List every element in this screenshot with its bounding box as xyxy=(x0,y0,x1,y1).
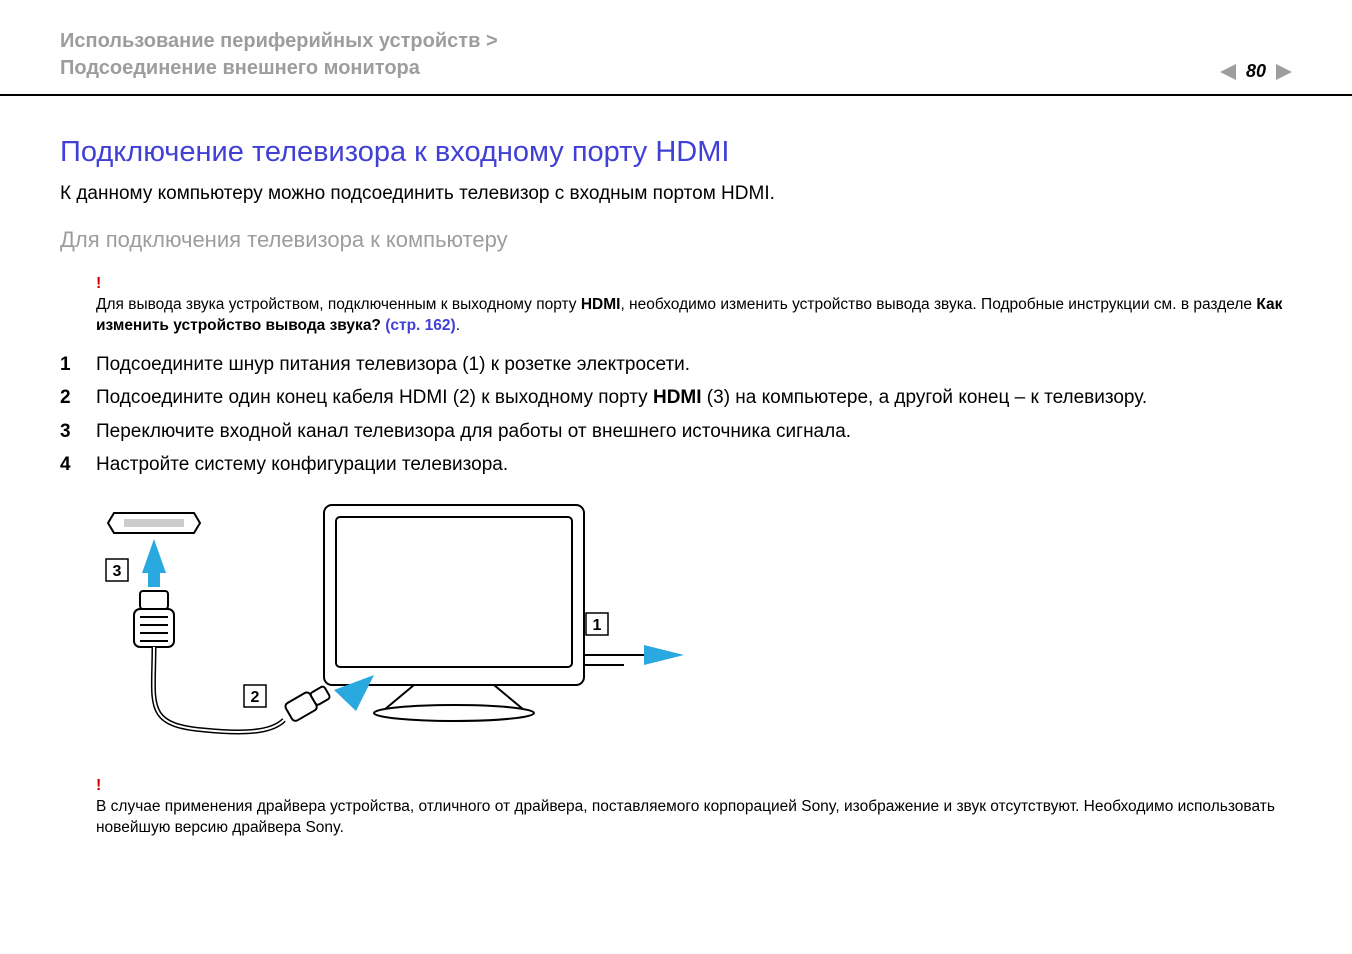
tv-connection-illustration: 1 3 xyxy=(84,495,1292,755)
breadcrumb-level-1: Использование периферийных устройств xyxy=(60,30,480,52)
step-2: 2Подсоедините один конец кабеля HDMI (2)… xyxy=(60,384,1292,412)
breadcrumb: Использование периферийных устройств > П… xyxy=(60,28,498,82)
step-1: 1Подсоедините шнур питания телевизора (1… xyxy=(60,351,1292,379)
callout-label-1: 1 xyxy=(593,617,602,634)
note-audio-output: ! Для вывода звука устройством, подключе… xyxy=(60,275,1292,337)
steps-list: 1Подсоедините шнур питания телевизора (1… xyxy=(60,351,1292,479)
step-3: 3Переключите входной канал телевизора дл… xyxy=(60,418,1292,446)
page-title: Подключение телевизора к входному порту … xyxy=(60,136,1292,169)
note-text: Для вывода звука устройством, подключенн… xyxy=(96,295,1292,337)
step-4: 4Настройте систему конфигурации телевизо… xyxy=(60,451,1292,479)
prev-page-arrow-icon[interactable] xyxy=(1220,64,1236,80)
page-number: 80 xyxy=(1246,61,1266,82)
next-page-arrow-icon[interactable] xyxy=(1276,64,1292,80)
page-link-162[interactable]: (стр. 162) xyxy=(381,317,456,334)
page-header: Использование периферийных устройств > П… xyxy=(0,0,1352,96)
warning-icon: ! xyxy=(96,777,1292,795)
callout-label-3: 3 xyxy=(113,563,122,580)
subtitle: Для подключения телевизора к компьютеру xyxy=(60,227,1292,253)
note-driver-warning: ! В случае применения драйвера устройств… xyxy=(60,777,1292,839)
page-nav: 80 xyxy=(1220,61,1292,82)
breadcrumb-level-2: Подсоединение внешнего монитора xyxy=(60,57,420,79)
note-text: В случае применения драйвера устройства,… xyxy=(96,797,1292,839)
page: Использование периферийных устройств > П… xyxy=(0,0,1352,954)
content-area: Подключение телевизора к входному порту … xyxy=(0,96,1352,839)
lead-text: К данному компьютеру можно подсоединить … xyxy=(60,183,1292,205)
chevron-right-icon: > xyxy=(486,30,498,52)
callout-label-2: 2 xyxy=(251,689,260,706)
warning-icon: ! xyxy=(96,275,1292,293)
